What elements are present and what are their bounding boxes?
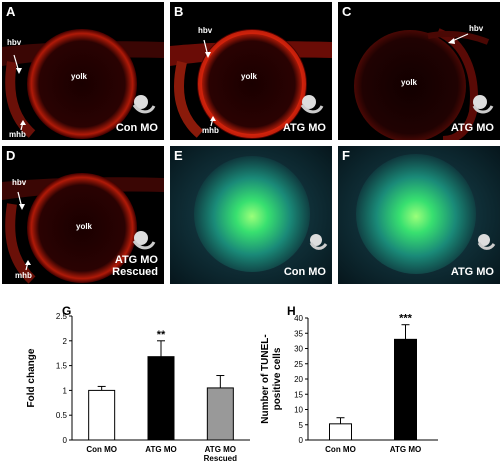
panel-c: C hbv yolk ATG MO <box>338 2 500 140</box>
panel-d: D hbv yolk mhb ATG MO Rescued <box>2 146 164 284</box>
panel-label-a: A <box>6 4 16 19</box>
chart-h: 0 5 10 15 20 25 30 35 40 Number of TUNEL-positive… <box>260 313 438 454</box>
hbv-arrow-icon <box>448 33 469 44</box>
x-tick-label: Rescued <box>204 454 237 463</box>
condition-label: ATG MO <box>450 266 494 278</box>
mhb-arrow-icon <box>210 116 216 127</box>
embryo-inset-icon <box>132 231 156 250</box>
y-axis-label: positive cells <box>272 347 283 410</box>
y-tick-label: 20 <box>294 375 303 384</box>
embryo-image-a <box>2 29 164 139</box>
hbv-label: hbv <box>7 38 22 47</box>
embryo-inset-icon <box>472 95 494 114</box>
bar <box>88 389 116 441</box>
mhb-label: mhb <box>15 271 32 280</box>
chart-g: 0 0.5 1 1.5 2 2.5 Fold change Con MO ** ATG MO ATG… <box>26 312 250 463</box>
embryo-image-d <box>2 173 164 284</box>
y-tick-label: 5 <box>299 421 304 430</box>
condition-line-2: Rescued <box>112 266 158 278</box>
yolk-label: yolk <box>76 222 93 231</box>
mhb-arrow-icon <box>25 260 31 271</box>
bar <box>206 387 234 441</box>
hbv-label: hbv <box>198 26 213 35</box>
condition-label: ATG MO <box>282 122 326 134</box>
mhb-label: mhb <box>202 126 219 135</box>
embryo-inset-icon <box>309 234 328 250</box>
significance-marker: ** <box>157 329 166 341</box>
y-tick-label: 0 <box>63 436 68 445</box>
yolk-label: yolk <box>71 72 88 81</box>
panel-label-b: B <box>174 4 184 19</box>
hbv-arrow-icon <box>17 191 25 210</box>
condition-label: ATG MO <box>450 122 494 134</box>
bar <box>329 423 352 441</box>
condition-label: ATG MO Rescued <box>112 254 158 278</box>
yolk-label: yolk <box>401 78 418 87</box>
yolk-label: yolk <box>241 72 258 81</box>
hbv-arrow-icon <box>203 39 211 58</box>
condition-label: Con MO <box>115 122 158 134</box>
y-tick-label: 10 <box>294 406 303 415</box>
x-tick-label: Con MO <box>325 445 356 454</box>
panel-label-c: C <box>342 4 352 19</box>
mhb-label: mhb <box>9 130 26 139</box>
panel-f: F ATG MO <box>338 146 500 284</box>
y-tick-label: 1.5 <box>56 362 68 371</box>
panel-b: B hbv yolk mhb ATG MO <box>170 2 332 140</box>
y-tick-label: 0.5 <box>56 411 68 420</box>
condition-line-1: ATG MO <box>114 254 158 266</box>
significance-marker: *** <box>399 313 413 325</box>
hbv-arrow-icon <box>13 54 22 74</box>
y-tick-label: 2.5 <box>56 312 68 321</box>
y-tick-label: 2 <box>63 337 68 346</box>
bar <box>394 338 417 441</box>
y-axis-label: Fold change <box>26 348 37 407</box>
hbv-label: hbv <box>469 24 484 33</box>
bar <box>147 356 175 441</box>
panel-label-g: G <box>62 304 72 318</box>
x-tick-label: ATG MO <box>390 445 421 454</box>
panel-label-h: H <box>287 304 296 318</box>
x-tick-label: Con MO <box>86 445 117 454</box>
y-tick-label: 0 <box>299 436 304 445</box>
hbv-label: hbv <box>12 178 27 187</box>
y-tick-label: 30 <box>294 345 303 354</box>
panel-e: E Con MO <box>170 146 332 284</box>
embryo-image-c <box>354 28 494 140</box>
panel-label-f: F <box>342 148 350 163</box>
x-tick-label: ATG MO <box>205 445 236 454</box>
embryo-inset-icon <box>300 95 324 114</box>
y-tick-label: 40 <box>294 314 303 323</box>
y-tick-label: 35 <box>294 329 303 338</box>
embryo-inset-icon <box>132 95 156 114</box>
panel-label-d: D <box>6 148 16 163</box>
embryo-inset-icon <box>477 234 496 250</box>
mhb-arrow-icon <box>20 120 26 131</box>
panel-label-e: E <box>174 148 183 163</box>
y-tick-label: 25 <box>294 360 303 369</box>
embryo-image-e <box>170 146 332 284</box>
y-tick-label: 15 <box>294 390 303 399</box>
x-tick-label: ATG MO <box>145 445 176 454</box>
y-tick-label: 1 <box>63 386 68 395</box>
embryo-image-b <box>170 29 332 139</box>
condition-label: Con MO <box>283 266 326 278</box>
y-axis-label: Number of TUNEL- <box>260 334 271 423</box>
panel-a: A hbv yolk mhb Con MO <box>2 2 164 140</box>
embryo-image-f <box>338 146 500 284</box>
